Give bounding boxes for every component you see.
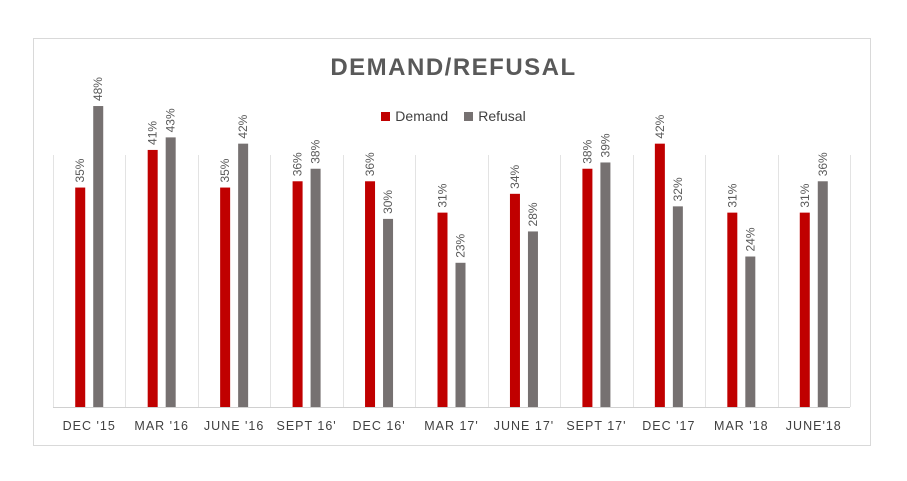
bar-refusal — [672, 206, 683, 407]
data-label: 42% — [653, 114, 667, 138]
data-label: 35% — [218, 158, 232, 182]
bar-refusal — [238, 143, 249, 407]
data-label: 31% — [436, 183, 450, 207]
data-label: 31% — [725, 183, 739, 207]
legend-item-demand[interactable]: Demand — [381, 108, 448, 124]
data-label: 43% — [164, 108, 178, 132]
legend-swatch-demand — [381, 111, 391, 121]
data-label: 39% — [598, 133, 612, 157]
data-label: 32% — [671, 177, 685, 201]
x-tick-label: DEC '15 — [63, 419, 116, 433]
legend-swatch-refusal — [464, 111, 474, 121]
bar-demand — [75, 187, 86, 407]
bar-refusal — [383, 218, 394, 407]
bar-demand — [654, 143, 665, 407]
data-label: 35% — [73, 158, 87, 182]
bar-demand — [220, 187, 231, 407]
bar-refusal — [745, 256, 756, 407]
bar-refusal — [817, 181, 828, 407]
bar-demand — [292, 181, 303, 407]
bar-demand — [147, 149, 158, 407]
data-label: 28% — [526, 202, 540, 226]
chart-title: DEMAND/REFUSAL — [330, 54, 577, 81]
x-tick-label: JUNE 17' — [494, 419, 554, 433]
data-label: 42% — [236, 114, 250, 138]
x-tick-label: MAR '16 — [134, 419, 189, 433]
legend-item-refusal[interactable]: Refusal — [464, 108, 526, 124]
legend: Demand Refusal — [0, 108, 907, 124]
bar-demand — [437, 212, 448, 407]
data-label: 36% — [816, 152, 830, 176]
bar-demand — [365, 181, 376, 407]
bar-demand — [582, 168, 593, 407]
bar-refusal — [93, 106, 104, 407]
x-tick-label: SEPT 16' — [276, 419, 336, 433]
data-label: 23% — [454, 233, 468, 257]
x-tick-label: MAR '18 — [714, 419, 769, 433]
bar-refusal — [455, 262, 466, 407]
x-tick-label: SEPT 17' — [566, 419, 626, 433]
legend-label-demand: Demand — [395, 108, 449, 124]
data-label: 38% — [309, 139, 323, 163]
bar-demand — [509, 193, 520, 407]
x-tick-label: DEC '17 — [642, 419, 695, 433]
data-label: 24% — [743, 227, 757, 251]
data-label: 30% — [381, 190, 395, 214]
bar-refusal — [527, 231, 538, 407]
bar-demand — [799, 212, 810, 407]
data-label: 48% — [91, 77, 105, 101]
data-label: 34% — [508, 164, 522, 188]
data-label: 36% — [363, 152, 377, 176]
x-tick-label: DEC 16' — [352, 419, 405, 433]
bar-refusal — [165, 137, 176, 407]
data-label: 36% — [291, 152, 305, 176]
bar-refusal — [310, 168, 321, 407]
data-label: 41% — [146, 121, 160, 145]
bar-demand — [727, 212, 738, 407]
data-label: 38% — [580, 139, 594, 163]
legend-label-refusal: Refusal — [478, 108, 526, 124]
bar-refusal — [600, 162, 611, 407]
x-tick-label: JUNE'18 — [786, 419, 842, 433]
x-tick-label: JUNE '16 — [204, 419, 264, 433]
data-label: 31% — [798, 183, 812, 207]
x-tick-label: MAR 17' — [424, 419, 479, 433]
